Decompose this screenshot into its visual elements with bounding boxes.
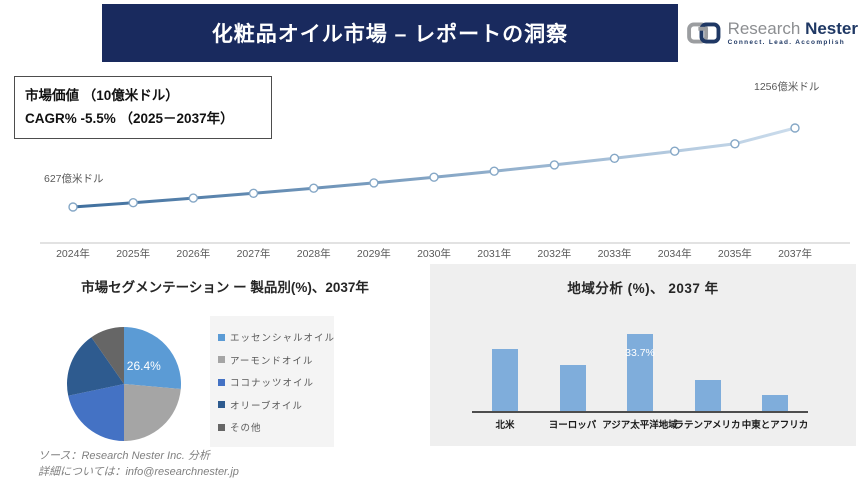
year-tick-label: 2027年 (236, 248, 271, 260)
region-bar (627, 334, 653, 411)
data-point-marker (128, 197, 138, 208)
year-tick-label: 2025年 (116, 248, 151, 260)
data-point-marker (730, 139, 740, 149)
data-point-marker (609, 153, 620, 163)
line-chart-x-axis: 2024年 2025年 2026年 2027年 2028年 2029年 2030年 2031年… (0, 246, 862, 262)
year-tick-label: 2026年 (176, 248, 211, 260)
footer-source: ソース：Research Nester Inc. 分析 詳細については：info… (38, 449, 239, 480)
pie-chart-title: 市場セグメンテーション ー 製品別(%)、2037年 (81, 280, 369, 295)
logo-text: Research Nester Connect. Lead. Accomplis… (728, 20, 858, 47)
brand-logo: Research Nester Connect. Lead. Accomplis… (686, 9, 858, 57)
legend-swatch (218, 423, 225, 431)
cagr-line: CAGR% -5.5% （2025－2037年） (25, 111, 234, 126)
pie-slice (68, 384, 124, 441)
data-point-marker (68, 202, 78, 212)
year-tick-label: 2032年 (537, 248, 572, 260)
pie-slice (91, 327, 124, 384)
legend-item: その他 (218, 416, 326, 439)
header-bar: 化粧品オイル市場 – レポートの洞察 (102, 4, 678, 62)
data-point-marker (188, 193, 199, 203)
year-tick-label: 2033年 (597, 248, 632, 260)
logo-name: Research Nester (728, 20, 858, 37)
logo-tagline: Connect. Lead. Accomplish (727, 38, 846, 46)
bar-chart-axis-line (472, 411, 808, 413)
chain-link-logo-icon (687, 22, 721, 44)
data-point-marker (670, 146, 680, 156)
bar-category-label: 北米 (495, 420, 515, 431)
legend-label: エッセンシャルオイル (230, 333, 336, 345)
year-tick-label: 2031年 (477, 248, 512, 260)
pie-slice (124, 327, 182, 390)
year-tick-label: 2024年 (56, 248, 90, 260)
logo-word-nester: Nester (805, 18, 858, 38)
year-tick-label: 2030年 (417, 248, 451, 260)
year-tick-label: 2029年 (356, 248, 391, 260)
region-bar (559, 364, 586, 411)
bar-category-label: アジア太平洋地域 (602, 420, 678, 431)
contact-line: 詳細については：info@researchnester.jp (38, 465, 239, 478)
link-overlap (698, 26, 705, 31)
trend-line (72, 126, 796, 209)
pie-slice (124, 384, 181, 441)
legend-item: エッセンシャルオイル (218, 326, 334, 349)
market-value-line: 市場価値 （10億米ドル） (25, 88, 179, 103)
pie-legend: エッセンシャルオイル アーモンドオイル ココナッツオイル オリーブオイル その他 (210, 316, 334, 447)
data-point-marker (429, 172, 439, 182)
legend-item: オリーブオイル (218, 394, 326, 417)
bar-chart-title: 地域分析 (%)、 2037 年 (567, 281, 719, 296)
logo-word-research: Research (727, 18, 801, 38)
data-point-marker (549, 160, 560, 170)
data-point-marker (790, 123, 800, 133)
legend-swatch (218, 378, 225, 386)
year-tick-label: 2035年 (717, 248, 752, 260)
legend-swatch (218, 401, 225, 409)
segmentation-pie-chart: 26.4% (66, 327, 182, 441)
data-point-marker (248, 188, 259, 199)
year-tick-label: 2034年 (657, 248, 692, 260)
line-start-value-label: 627億米ドル (44, 173, 104, 185)
bar-category-label: ラテンアメリカ (674, 420, 741, 431)
bar-category-label: ヨーロッパ (548, 420, 597, 431)
legend-label: その他 (230, 423, 262, 435)
legend-swatch (218, 356, 225, 364)
region-bar (492, 349, 518, 411)
legend-label: アーモンドオイル (230, 355, 314, 367)
year-tick-label: 2028年 (296, 248, 331, 260)
data-point-marker (489, 166, 499, 176)
market-growth-line-chart (40, 123, 850, 244)
line-end-value-label: 1256億米ドル (754, 81, 820, 93)
pie-slice-label: 26.4% (127, 359, 161, 373)
regional-analysis-panel: 地域分析 (%)、 2037 年 北米 ヨーロッパ 33.7% アジア太平洋地域 ラテン… (430, 264, 856, 446)
legend-label: オリーブオイル (230, 400, 303, 412)
legend-item: ココナッツオイル (218, 371, 326, 394)
market-value-box: 市場価値 （10億米ドル） CAGR% -5.5% （2025－2037年） (14, 76, 272, 139)
bar-value-label: 33.7% (625, 347, 655, 359)
data-point-marker (309, 183, 319, 193)
region-bar (694, 380, 721, 411)
legend-item: アーモンドオイル (218, 349, 326, 372)
legend-label: ココナッツオイル (230, 378, 315, 390)
page-title: 化粧品オイル市場 – レポートの洞察 (211, 23, 569, 46)
year-tick-label: 2037年 (778, 248, 812, 260)
pie-slice (66, 337, 124, 396)
region-bar (762, 395, 788, 411)
source-line: ソース：Research Nester Inc. 分析 (38, 450, 210, 462)
data-point-marker (369, 178, 379, 188)
legend-swatch (218, 333, 225, 341)
bar-category-label: 中東とアフリカ (741, 420, 809, 431)
